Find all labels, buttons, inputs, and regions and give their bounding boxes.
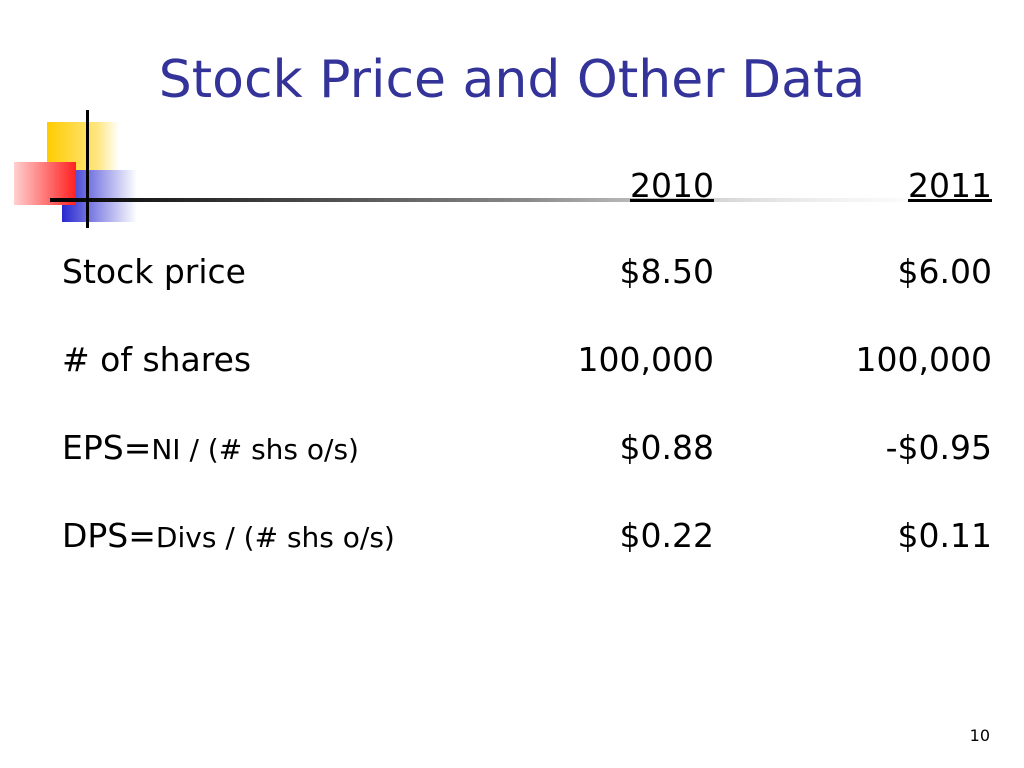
row-label: Stock price bbox=[62, 252, 246, 291]
decoration bbox=[14, 110, 1000, 228]
rule bbox=[50, 198, 1000, 202]
row-label: DPS=Divs / (# shs o/s) bbox=[62, 516, 395, 558]
label-main: EPS= bbox=[62, 428, 152, 467]
cell: -$0.95 bbox=[885, 428, 992, 467]
cell: $0.11 bbox=[897, 516, 992, 555]
cell: 100,000 bbox=[577, 340, 714, 379]
cell: 100,000 bbox=[855, 340, 992, 379]
label-main: DPS= bbox=[62, 516, 156, 555]
cell: $0.22 bbox=[619, 516, 714, 555]
label-detail: NI / (# shs o/s) bbox=[151, 433, 359, 466]
column-header: 2010 bbox=[630, 166, 714, 205]
vertical-rule bbox=[86, 110, 89, 228]
label-detail: Divs / (# shs o/s) bbox=[155, 521, 395, 554]
cell: $0.88 bbox=[619, 428, 714, 467]
cell: $8.50 bbox=[619, 252, 714, 291]
title: Stock Price and Other Data bbox=[158, 50, 866, 110]
page-number: 10 bbox=[969, 726, 990, 745]
row-label: EPS=NI / (# shs o/s) bbox=[62, 428, 359, 470]
cell: $6.00 bbox=[897, 252, 992, 291]
red-square bbox=[14, 162, 76, 205]
row-label: # of shares bbox=[62, 340, 252, 379]
column-header: 2011 bbox=[908, 166, 992, 205]
